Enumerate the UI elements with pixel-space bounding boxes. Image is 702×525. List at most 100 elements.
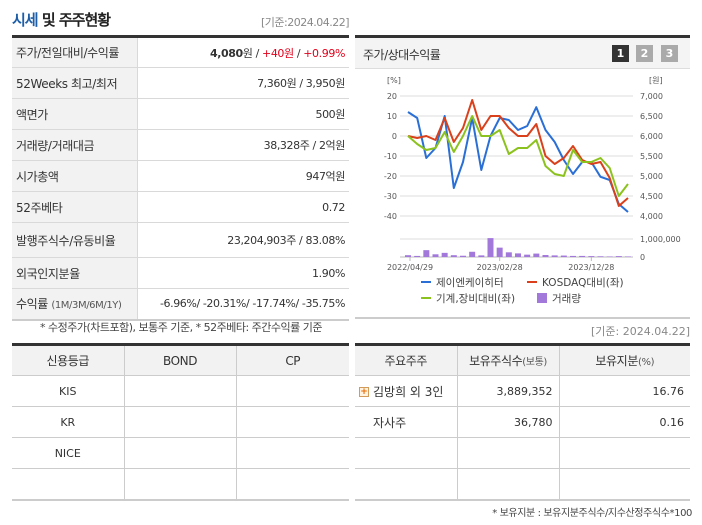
price-value: 4,080원 / +40원 / +0.99% xyxy=(137,36,349,68)
table-row: NICE xyxy=(12,437,349,469)
table-row: 액면가 500원 xyxy=(12,98,349,130)
holder-name-cell: + 김방희 외 3인 xyxy=(355,375,458,407)
agency-cell xyxy=(12,468,125,501)
table-row: 외국인지분율 1.90% xyxy=(12,257,349,289)
table-row: + 김방희 외 3인 3,889,352 16.76 xyxy=(355,375,690,407)
row-value: 23,204,903주 / 83.08% xyxy=(137,222,349,258)
svg-text:제이엔케이히터: 제이엔케이히터 xyxy=(436,277,504,289)
svg-text:6,500: 6,500 xyxy=(640,112,663,121)
credit-rating-table: 신용등급 BOND CP KIS KR NICE xyxy=(12,343,349,501)
row-label: 거래량/거래대금 xyxy=(12,129,138,161)
pct-cell xyxy=(559,437,690,469)
row-value: 947억원 xyxy=(137,160,349,192)
table-row: 52Weeks 최고/최저 7,360원 / 3,950원 xyxy=(12,67,349,99)
pct-cell: 16.76 xyxy=(559,375,690,407)
svg-text:20: 20 xyxy=(387,92,397,101)
svg-text:KOSDAQ대비(좌): KOSDAQ대비(좌) xyxy=(542,277,624,289)
svg-text:0: 0 xyxy=(392,132,397,141)
price-rate: +0.99% xyxy=(303,46,345,60)
bond-cell xyxy=(124,406,237,438)
svg-text:-30: -30 xyxy=(384,192,397,201)
cp-cell xyxy=(236,375,349,407)
chart-page-1-button[interactable]: 1 xyxy=(612,45,629,62)
svg-text:[%]: [%] xyxy=(387,76,401,85)
returns-value: -6.96%/ -20.31%/ -17.74%/ -35.75% xyxy=(137,288,349,321)
cp-cell xyxy=(236,468,349,501)
svg-text:4,500: 4,500 xyxy=(640,192,663,201)
svg-text:기계,장비대비(좌): 기계,장비대비(좌) xyxy=(436,293,515,305)
price-change: +40원 xyxy=(262,46,294,60)
holder-name-cell xyxy=(355,437,458,469)
row-value: 500원 xyxy=(137,98,349,130)
agency-cell: KIS xyxy=(12,375,125,407)
column-header: 신용등급 xyxy=(12,344,125,376)
table-row: 주가/전일대비/수익률 4,080원 / +40원 / +0.99% xyxy=(12,36,349,68)
expand-plus-icon[interactable]: + xyxy=(359,387,369,397)
chart-title: 주가/상대수익률 xyxy=(363,48,441,62)
chart-page-2-button[interactable]: 2 xyxy=(636,45,653,62)
holder-name-cell: 자사주 xyxy=(355,406,458,438)
table-row: 발행주식수/유동비율 23,204,903주 / 83.08% xyxy=(12,222,349,258)
svg-text:-20: -20 xyxy=(384,172,397,181)
pct-cell: 0.16 xyxy=(559,406,690,438)
row-label: 수익률 (1M/3M/6M/1Y) xyxy=(12,288,138,321)
shares-cell: 3,889,352 xyxy=(457,375,560,407)
column-header: CP xyxy=(236,344,349,376)
row-value: 38,328주 / 2억원 xyxy=(137,129,349,161)
table-row: 거래량/거래대금 38,328주 / 2억원 xyxy=(12,129,349,161)
row-label: 액면가 xyxy=(12,98,138,130)
table-row: 자사주 36,780 0.16 xyxy=(355,406,690,438)
svg-text:1,000,000: 1,000,000 xyxy=(640,235,681,244)
column-header: 주요주주 xyxy=(355,344,458,376)
chart-base-date: [기준: 2024.04.22] xyxy=(590,325,690,338)
svg-text:2023/12/28: 2023/12/28 xyxy=(568,263,614,272)
info-footnote: * 수정주가(차트포함), 보통주 기준, * 52주베타: 주간수익률 기준 xyxy=(40,321,323,334)
table-row: KR xyxy=(12,406,349,438)
row-value: 1.90% xyxy=(137,257,349,289)
table-row xyxy=(355,437,690,469)
row-value: 0.72 xyxy=(137,191,349,223)
column-header: 보유지분(%) xyxy=(559,344,690,376)
svg-text:10: 10 xyxy=(387,112,397,121)
svg-text:6,000: 6,000 xyxy=(640,132,663,141)
shares-cell xyxy=(457,468,560,501)
svg-text:2022/04/29: 2022/04/29 xyxy=(387,263,433,272)
holders-footnote: * 보유지분 : 보유지분주식수/지수산정주식수*100 xyxy=(492,508,692,519)
table-row: 시가총액 947억원 xyxy=(12,160,349,192)
row-label: 52주베타 xyxy=(12,191,138,223)
table-header-row: 신용등급 BOND CP xyxy=(12,344,349,376)
price-info-table: 주가/전일대비/수익률 4,080원 / +40원 / +0.99% 52Wee… xyxy=(12,35,349,321)
cp-cell xyxy=(236,406,349,438)
svg-text:거래량: 거래량 xyxy=(552,293,581,305)
chart-panel: 주가/상대수익률 1 2 3 [%] [원] 20 7,000 10 6,500 0 6,00… xyxy=(355,35,690,319)
row-label: 시가총액 xyxy=(12,160,138,192)
row-label: 52Weeks 최고/최저 xyxy=(12,67,138,99)
column-header: 보유주식수(보통) xyxy=(457,344,560,376)
table-row: 52주베타 0.72 xyxy=(12,191,349,223)
svg-text:0: 0 xyxy=(640,253,645,262)
svg-text:5,500: 5,500 xyxy=(640,152,663,161)
row-value: 7,360원 / 3,950원 xyxy=(137,67,349,99)
chart-header: 주가/상대수익률 1 2 3 xyxy=(355,38,690,69)
section-title: 시세 및 주주현황 xyxy=(12,11,111,29)
svg-text:[원]: [원] xyxy=(649,76,663,85)
column-header: BOND xyxy=(124,344,237,376)
table-row xyxy=(355,468,690,501)
holder-name-cell xyxy=(355,468,458,501)
chart-page-3-button[interactable]: 3 xyxy=(661,45,678,62)
table-row: 수익률 (1M/3M/6M/1Y) -6.96%/ -20.31%/ -17.74… xyxy=(12,288,349,321)
table-row xyxy=(12,468,349,501)
major-shareholders-table: 주요주주 보유주식수(보통) 보유지분(%) + 김방희 외 3인 3,889,3… xyxy=(355,343,690,501)
agency-cell: KR xyxy=(12,406,125,438)
pct-cell xyxy=(559,468,690,501)
svg-text:-10: -10 xyxy=(384,152,397,161)
base-date: [기준:2024.04.22] xyxy=(260,16,350,29)
relative-return-chart: [%] [원] 20 7,000 10 6,500 0 6,000 -10 5,500 -20 5,0… xyxy=(384,76,681,305)
table-header-row: 주요주주 보유주식수(보통) 보유지분(%) xyxy=(355,344,690,376)
row-label: 외국인지분율 xyxy=(12,257,138,289)
shares-cell: 36,780 xyxy=(457,406,560,438)
row-label: 주가/전일대비/수익률 xyxy=(12,36,138,68)
bond-cell xyxy=(124,437,237,469)
svg-text:4,000: 4,000 xyxy=(640,212,663,221)
svg-text:5,000: 5,000 xyxy=(640,172,663,181)
